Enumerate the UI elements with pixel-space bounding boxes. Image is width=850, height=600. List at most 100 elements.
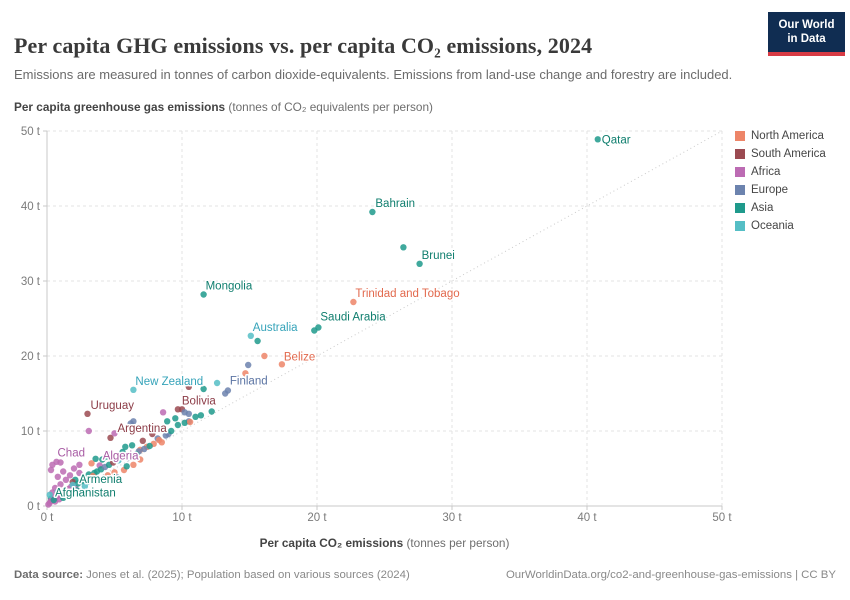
data-point[interactable] xyxy=(89,472,97,480)
data-point[interactable] xyxy=(47,466,55,474)
country-label-bahrain[interactable]: Bahrain xyxy=(374,197,417,212)
data-point[interactable] xyxy=(118,452,125,459)
data-point[interactable] xyxy=(197,412,205,419)
data-point[interactable] xyxy=(85,427,93,435)
data-point-mongolia[interactable] xyxy=(200,291,207,298)
data-point[interactable] xyxy=(76,469,83,477)
country-label-finland[interactable]: Finland xyxy=(228,374,269,389)
country-label-trinidad-and-tobago[interactable]: Trinidad and Tobago xyxy=(354,287,461,302)
data-point[interactable] xyxy=(78,451,86,458)
data-point-new-zealand[interactable] xyxy=(130,386,137,393)
data-point-uruguay[interactable] xyxy=(84,410,91,417)
data-point[interactable] xyxy=(162,432,169,439)
data-point[interactable] xyxy=(137,456,144,463)
data-point[interactable] xyxy=(84,478,91,486)
data-point[interactable] xyxy=(208,408,215,415)
data-point[interactable] xyxy=(110,459,117,466)
data-point[interactable] xyxy=(222,390,229,397)
data-point-australia[interactable] xyxy=(247,332,254,339)
data-point[interactable] xyxy=(57,481,64,488)
data-point[interactable] xyxy=(139,437,146,444)
data-point[interactable] xyxy=(124,454,132,462)
data-point[interactable] xyxy=(400,244,407,251)
country-label-afghanistan[interactable]: Afghanistan xyxy=(54,486,118,501)
country-label-new-zealand[interactable]: New Zealand xyxy=(134,374,205,389)
country-label-saudi-arabia[interactable]: Saudi Arabia xyxy=(319,310,388,325)
country-label-mongolia[interactable]: Mongolia xyxy=(204,279,254,294)
data-point[interactable] xyxy=(146,442,153,450)
data-point[interactable] xyxy=(254,337,261,345)
data-point[interactable] xyxy=(77,488,85,495)
data-point[interactable] xyxy=(69,481,76,489)
data-point[interactable] xyxy=(114,474,121,481)
data-point[interactable] xyxy=(66,472,74,479)
data-point[interactable] xyxy=(104,472,112,479)
data-point[interactable] xyxy=(99,456,106,463)
data-point[interactable] xyxy=(123,463,130,470)
data-point[interactable] xyxy=(95,477,102,484)
country-label-belize[interactable]: Belize xyxy=(282,350,316,365)
data-point[interactable] xyxy=(186,418,194,426)
footer-link[interactable]: OurWorldinData.org/co2-and-greenhouse-ga… xyxy=(505,569,836,581)
data-point[interactable] xyxy=(130,461,137,468)
data-point[interactable] xyxy=(132,451,140,458)
data-point[interactable] xyxy=(108,451,116,458)
data-point[interactable] xyxy=(149,430,156,438)
data-point[interactable] xyxy=(192,413,199,420)
data-point[interactable] xyxy=(127,420,134,427)
data-point[interactable] xyxy=(46,491,53,498)
data-point[interactable] xyxy=(76,461,83,468)
data-point[interactable] xyxy=(60,494,67,501)
data-point[interactable] xyxy=(70,465,78,472)
data-point[interactable] xyxy=(261,352,268,360)
legend-item-africa[interactable]: Africa xyxy=(735,163,826,181)
country-label-algeria[interactable]: Algeria xyxy=(101,449,140,464)
data-point-qatar[interactable] xyxy=(594,136,601,143)
data-point[interactable] xyxy=(155,436,163,444)
data-point[interactable] xyxy=(242,370,249,377)
data-point[interactable] xyxy=(88,460,95,467)
data-point[interactable] xyxy=(164,418,171,425)
data-point[interactable] xyxy=(185,410,192,417)
country-label-uruguay[interactable]: Uruguay xyxy=(89,398,136,413)
data-point-argentina[interactable] xyxy=(107,434,114,441)
data-point[interactable] xyxy=(213,379,221,387)
legend-item-asia[interactable]: Asia xyxy=(735,199,826,217)
owid-logo[interactable]: Our World in Data xyxy=(768,12,845,56)
data-point[interactable] xyxy=(200,385,207,393)
legend-item-north-america[interactable]: North America xyxy=(735,127,826,145)
country-label-armenia[interactable]: Armenia xyxy=(78,472,124,487)
data-point[interactable] xyxy=(185,383,192,390)
data-point-trinidad-and-tobago[interactable] xyxy=(350,298,357,306)
data-point[interactable] xyxy=(54,488,61,495)
country-label-bolivia[interactable]: Bolivia xyxy=(180,394,217,409)
data-point[interactable] xyxy=(53,458,60,465)
data-point[interactable] xyxy=(128,442,136,449)
country-label-brunei[interactable]: Brunei xyxy=(420,248,456,263)
data-point[interactable] xyxy=(111,430,118,437)
data-point[interactable] xyxy=(245,361,252,369)
data-point[interactable] xyxy=(181,419,188,426)
data-point[interactable] xyxy=(168,427,175,435)
data-point[interactable] xyxy=(54,473,61,480)
data-point[interactable] xyxy=(111,469,118,476)
data-point[interactable] xyxy=(60,468,67,475)
data-point[interactable] xyxy=(174,421,182,429)
legend-item-south-america[interactable]: South America xyxy=(735,145,826,163)
data-point-bahrain[interactable] xyxy=(369,208,376,216)
data-point[interactable] xyxy=(45,501,52,508)
data-point[interactable] xyxy=(172,415,179,422)
data-point[interactable] xyxy=(311,327,318,334)
data-point[interactable] xyxy=(50,496,57,504)
data-point[interactable] xyxy=(141,445,148,453)
data-point-brunei[interactable] xyxy=(416,260,423,267)
data-point[interactable] xyxy=(159,409,167,416)
data-point[interactable] xyxy=(122,443,129,450)
country-label-australia[interactable]: Australia xyxy=(251,320,299,335)
data-point[interactable] xyxy=(64,490,71,497)
data-point[interactable] xyxy=(62,476,70,483)
country-label-chad[interactable]: Chad xyxy=(56,446,87,461)
data-point-belize[interactable] xyxy=(278,361,286,368)
country-label-qatar[interactable]: Qatar xyxy=(600,133,632,148)
legend-item-oceania[interactable]: Oceania xyxy=(735,217,826,235)
